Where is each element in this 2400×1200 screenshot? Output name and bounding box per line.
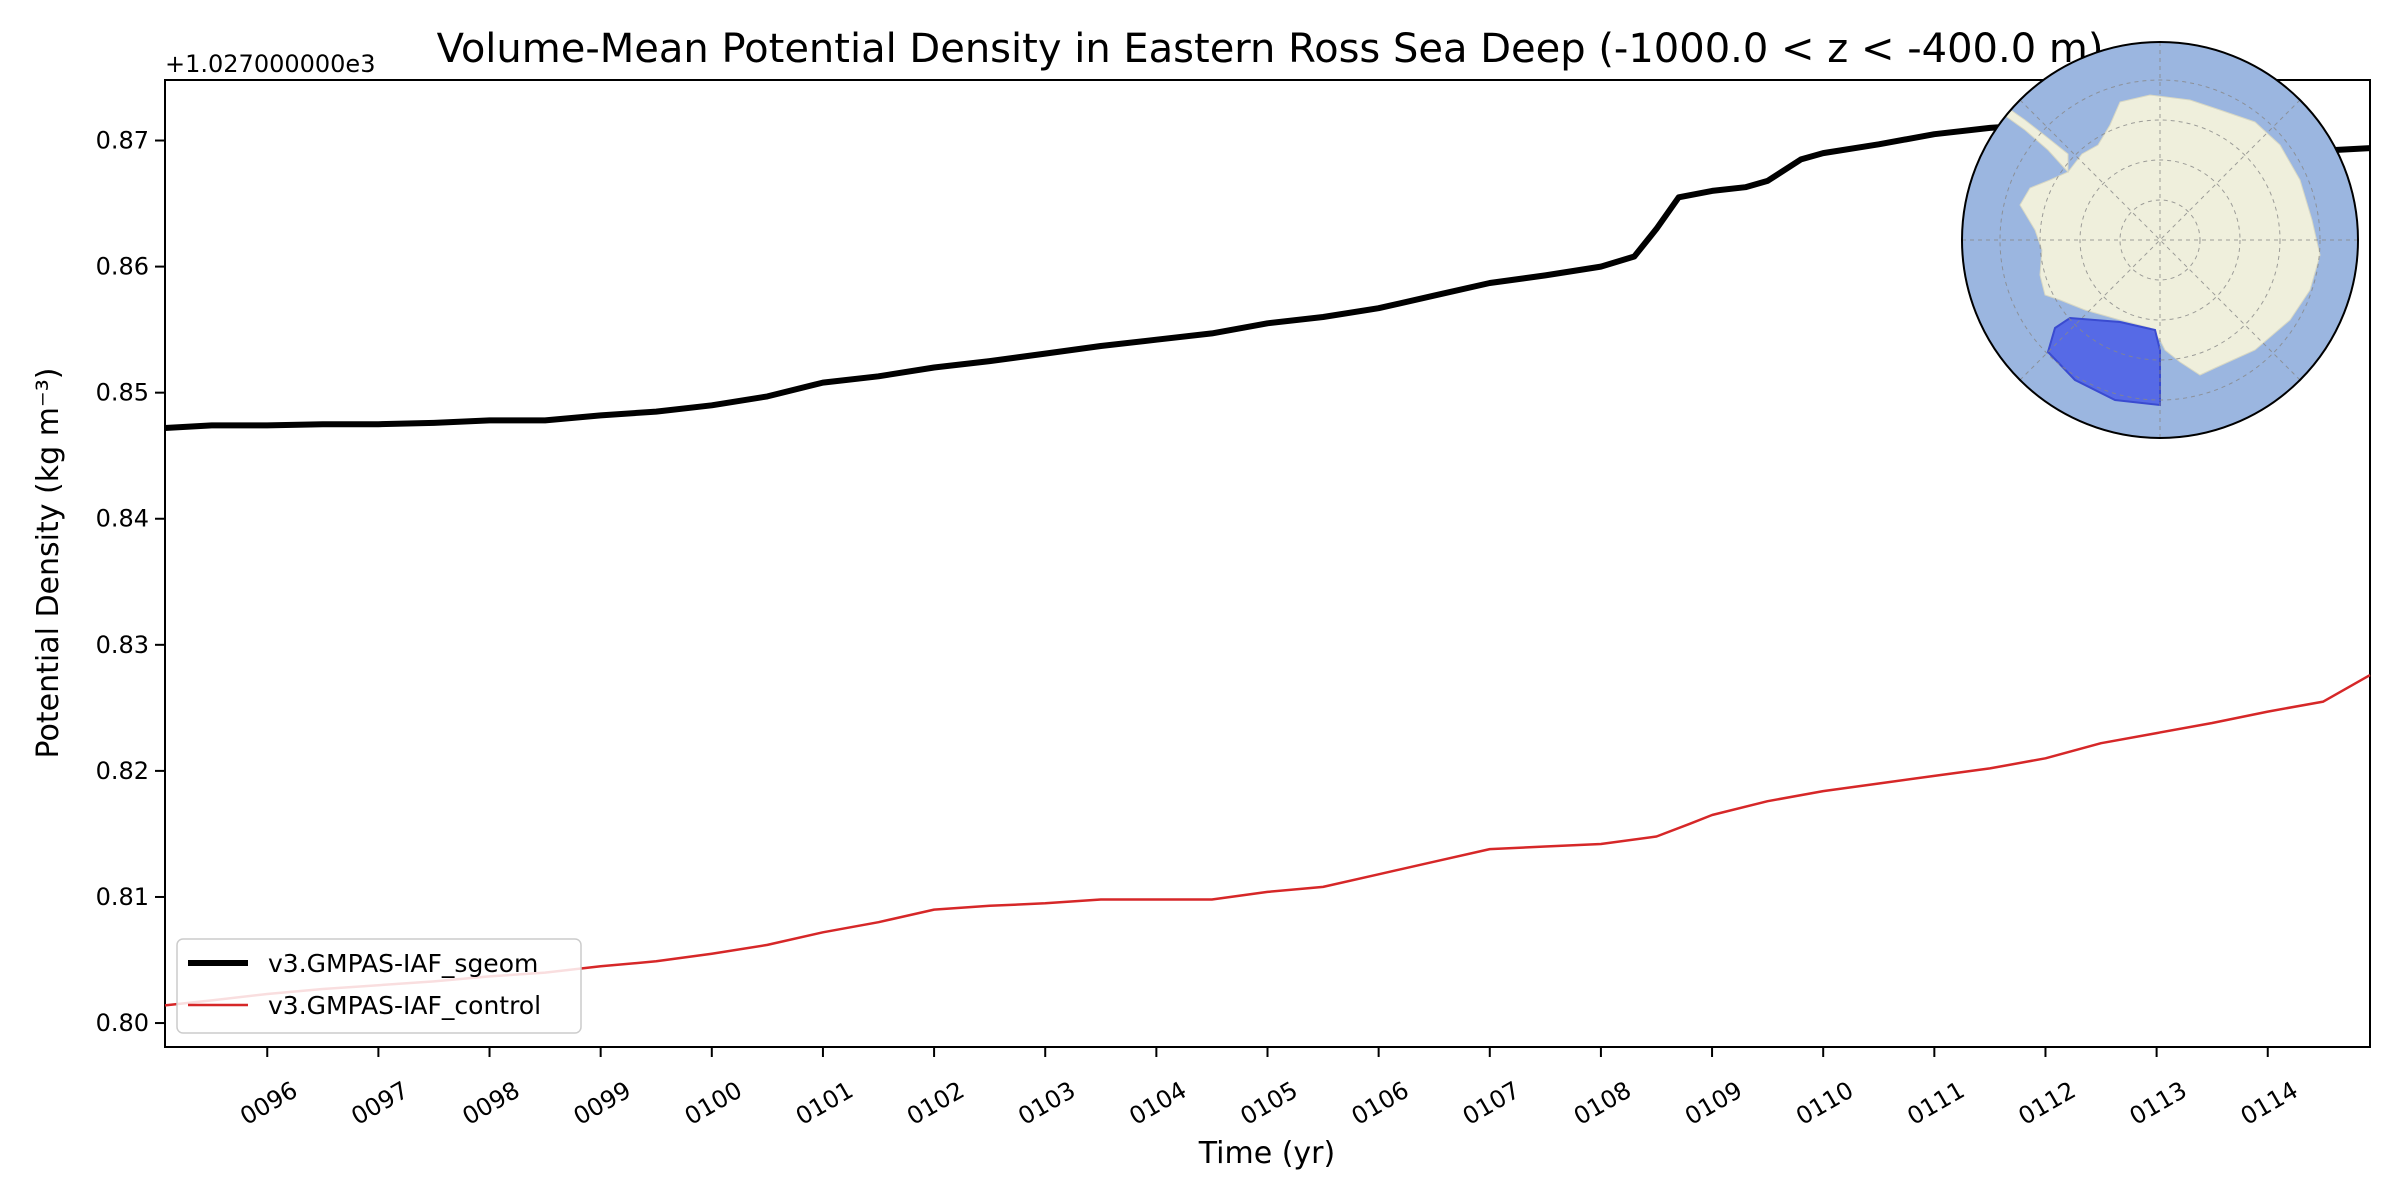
x-tick-label: 0110 [1791,1076,1858,1131]
x-tick-label: 0099 [569,1076,636,1131]
series-line-sgeom [164,121,2371,431]
x-tick-label: 0112 [2014,1076,2081,1131]
legend-label-sgeom: v3.GMPAS-IAF_sgeom [268,949,538,978]
map-outline [1961,41,2359,439]
x-tick-label: 0108 [1569,1076,1636,1131]
x-tick-label: 0100 [680,1076,747,1131]
x-tick-label: 0105 [1236,1076,1303,1131]
y-tick-label: 0.82 [96,757,149,785]
x-tick-label: 0097 [346,1076,413,1131]
y-tick-label: 0.86 [96,253,149,281]
y-tick-label: 0.85 [96,379,149,407]
y-axis-offset-label: +1.027000000e3 [165,50,375,78]
x-tick-label: 0113 [2125,1076,2192,1131]
x-tick-label: 0101 [791,1076,858,1131]
map-region-eastern-ross-sea [2046,316,2161,407]
x-tick-label: 0109 [1680,1076,1747,1131]
antarctica-inset-map [1961,41,2359,439]
x-axis-ticks: 0096 0097 0098 0099 0100 0101 0102 0103 0104 0105… [235,1047,2303,1131]
x-tick-label: 0102 [902,1076,969,1131]
y-tick-label: 0.84 [96,505,149,533]
x-axis-label: Time (yr) [1198,1136,1335,1171]
x-tick-label: 0103 [1013,1076,1080,1131]
y-tick-label: 0.80 [96,1009,149,1037]
legend: v3.GMPAS-IAF_sgeom v3.GMPAS-IAF_control [176,938,582,1034]
legend-label-control: v3.GMPAS-IAF_control [268,991,541,1020]
y-axis-ticks: 0.80 0.81 0.82 0.83 0.84 0.85 0.86 0.87 [96,127,165,1037]
x-tick-label: 0107 [1458,1076,1525,1131]
y-tick-label: 0.87 [96,127,149,155]
x-tick-label: 0098 [458,1076,525,1131]
x-tick-label: 0114 [2236,1076,2303,1131]
x-tick-label: 0106 [1347,1076,1414,1131]
y-tick-label: 0.81 [96,883,149,911]
legend-box [176,938,582,1034]
x-tick-label: 0104 [1124,1076,1191,1131]
y-tick-label: 0.83 [96,631,149,659]
x-tick-label: 0111 [1902,1076,1969,1131]
y-axis-label: Potential Density (kg m⁻³) [31,368,66,759]
x-tick-label: 0096 [235,1076,302,1131]
chart-title: Volume-Mean Potential Density in Eastern… [437,26,2104,72]
